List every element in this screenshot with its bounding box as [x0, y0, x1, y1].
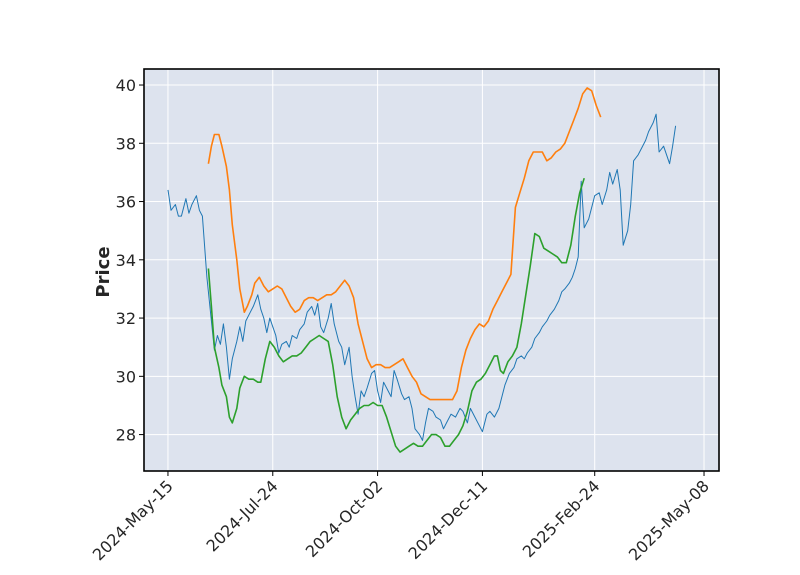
x-tick-label: 2024-May-15 — [89, 476, 177, 564]
y-tick-label: 40 — [116, 76, 136, 95]
x-axis: 2024-May-15 2024-Jul-24 2024-Oct-02 2024-De… — [89, 471, 713, 564]
x-tick-label: 2024-Jul-24 — [203, 476, 282, 555]
x-tick-label: 2025-May-08 — [625, 476, 713, 564]
x-tick-label: 2024-Oct-02 — [302, 476, 387, 561]
y-tick-label: 34 — [116, 251, 136, 270]
y-tick-label: 32 — [116, 309, 136, 328]
series-line-2 — [207, 87, 602, 401]
grid-lines — [144, 69, 719, 471]
plot-frame — [143, 68, 720, 472]
y-tick-label: 38 — [116, 134, 136, 153]
y-tick-label: 30 — [116, 367, 136, 386]
y-tick-label: 36 — [116, 193, 136, 212]
series-line-1 — [167, 113, 677, 441]
plot-area — [144, 69, 719, 471]
series-line-3 — [207, 177, 585, 453]
x-tick-label: 2025-Feb-24 — [519, 476, 604, 561]
y-tick-label: 28 — [116, 426, 136, 445]
y-axis: 28 30 32 34 36 38 40 — [116, 76, 144, 445]
series-lines — [167, 87, 677, 453]
x-tick-label: 2024-Dec-11 — [405, 476, 492, 563]
y-axis-label: Price — [93, 246, 114, 297]
